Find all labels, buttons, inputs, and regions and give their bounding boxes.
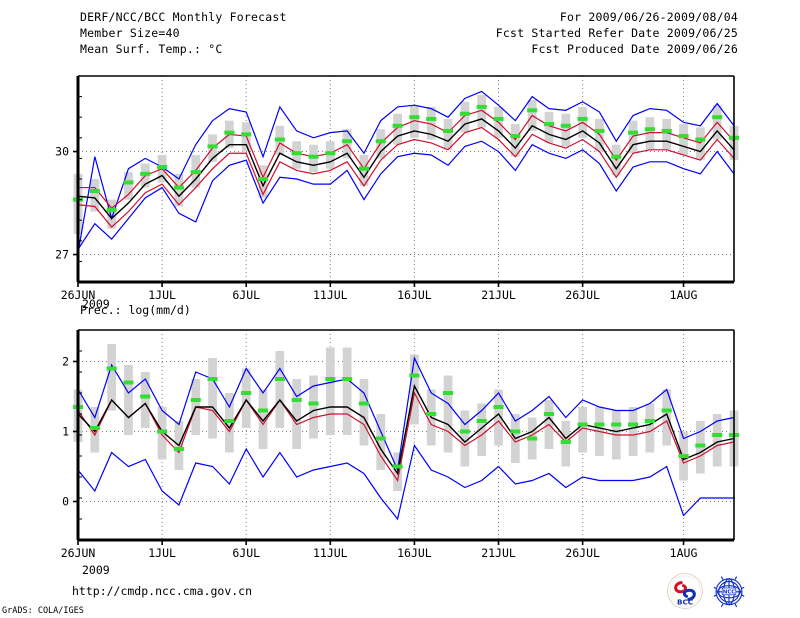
svg-text:26JUN: 26JUN: [61, 288, 96, 302]
forecast-period: For 2009/06/26-2009/08/04: [559, 10, 738, 24]
svg-text:6JUL: 6JUL: [232, 288, 260, 302]
forecast-title: DERF/NCC/BCC Monthly Forecast: [80, 10, 287, 24]
svg-text:27: 27: [55, 248, 69, 262]
svg-text:1: 1: [62, 425, 69, 439]
svg-text:16JUL: 16JUL: [397, 288, 432, 302]
logo-group: BCC NCC: [666, 572, 748, 610]
svg-text:1AUG: 1AUG: [670, 288, 698, 302]
svg-text:21JUL: 21JUL: [481, 288, 516, 302]
svg-text:BCC: BCC: [677, 598, 693, 607]
svg-text:NCC: NCC: [723, 589, 735, 595]
bcc-logo: BCC: [667, 573, 703, 609]
svg-text:11JUL: 11JUL: [313, 288, 348, 302]
svg-text:11JUL: 11JUL: [313, 546, 348, 560]
svg-text:26JUL: 26JUL: [565, 288, 600, 302]
year-label-top: 2009: [82, 297, 110, 311]
svg-text:1JUL: 1JUL: [148, 288, 176, 302]
subtitle-temperature: Mean Surf. Temp.: °C: [80, 42, 223, 56]
forecast-start-date: Fcst Started Refer Date 2009/06/25: [495, 26, 738, 40]
member-size-label: Member Size=40: [80, 26, 180, 40]
year-label-bottom: 2009: [82, 563, 110, 577]
svg-text:0: 0: [62, 495, 69, 509]
svg-text:30: 30: [55, 145, 69, 159]
svg-text:26JUN: 26JUN: [61, 546, 96, 560]
svg-text:1JUL: 1JUL: [148, 546, 176, 560]
precipitation-chart: 0 1 2 26JUN 1JUL 6JUL 11JUL 16JUL 21JUL 26JUL 1AUG: [0, 322, 800, 572]
forecast-produced-date: Fcst Produced Date 2009/06/26: [531, 42, 738, 56]
svg-text:21JUL: 21JUL: [481, 546, 516, 560]
precipitation-axis-title: Prec.: log(mm/d): [80, 303, 191, 317]
grads-credit: GrADS: COLA/IGES: [2, 606, 84, 616]
temperature-chart: 27 30 26JUN 1JUL 6JUL 11JUL 16JUL 21JUL 26JUL 1AU…: [0, 66, 800, 306]
svg-text:6JUL: 6JUL: [232, 546, 260, 560]
svg-text:1AUG: 1AUG: [670, 546, 698, 560]
ncc-logo: NCC: [713, 576, 745, 608]
source-url[interactable]: http://cmdp.ncc.cma.gov.cn: [72, 584, 253, 598]
svg-text:2: 2: [62, 355, 69, 369]
svg-text:26JUL: 26JUL: [565, 546, 600, 560]
svg-text:16JUL: 16JUL: [397, 546, 432, 560]
